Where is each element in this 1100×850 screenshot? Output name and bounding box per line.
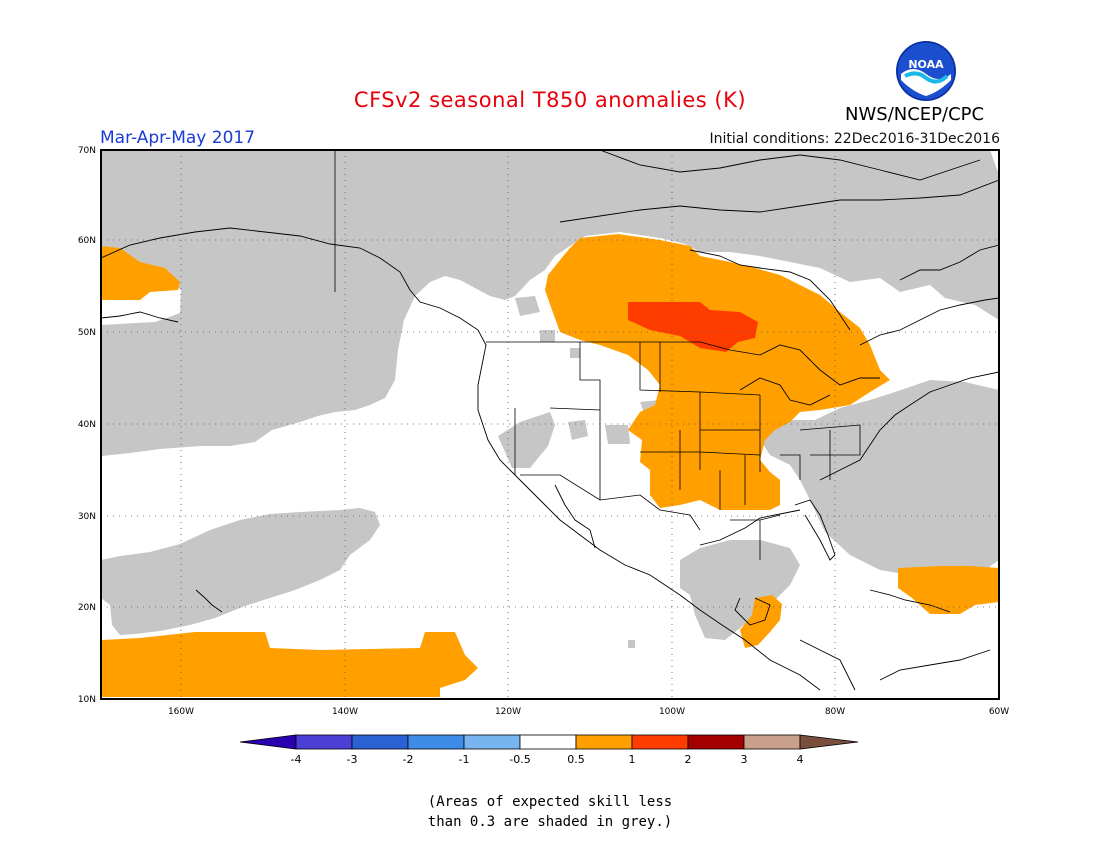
map-area bbox=[101, 150, 999, 699]
lon-label-140w: 140W bbox=[332, 707, 358, 717]
colorbar-label-neg4: -4 bbox=[291, 753, 302, 766]
lon-label-80w: 80W bbox=[825, 707, 845, 717]
lon-label-160w: 160W bbox=[168, 707, 194, 717]
lat-label-20n: 20N bbox=[78, 603, 96, 613]
skill-note-line-2: than 0.3 are shaded in grey.) bbox=[427, 814, 673, 830]
lon-label-100w: 100W bbox=[659, 707, 685, 717]
colorbar-label-1: 1 bbox=[629, 753, 636, 766]
colorbar-swatch-4 bbox=[463, 734, 521, 750]
lat-label-50n: 50N bbox=[78, 328, 96, 338]
colorbar-swatch-7 bbox=[631, 734, 689, 750]
noaa-logo-text: NOAA bbox=[908, 58, 944, 71]
colorbar-swatch-1 bbox=[295, 734, 353, 750]
colorbar-swatch-3 bbox=[407, 734, 465, 750]
colorbar-swatch-2 bbox=[351, 734, 409, 750]
lon-labels: 160W 140W 120W 100W 80W 60W bbox=[168, 707, 1009, 717]
colorbar-arrow-right bbox=[799, 734, 859, 750]
colorbar-label-3: 3 bbox=[741, 753, 748, 766]
colorbar-label-neg2: -2 bbox=[403, 753, 414, 766]
lon-label-120w: 120W bbox=[495, 707, 521, 717]
coastlines bbox=[101, 150, 999, 691]
anomaly-1-to-2-regions bbox=[628, 302, 758, 352]
lat-label-30n: 30N bbox=[78, 512, 96, 522]
colorbar-swatch-8 bbox=[687, 734, 745, 750]
agency-label: NWS/NCEP/CPC bbox=[845, 104, 985, 125]
chart-title: CFSv2 seasonal T850 anomalies (K) bbox=[353, 88, 747, 112]
lat-label-40n: 40N bbox=[78, 420, 96, 430]
lon-label-60w: 60W bbox=[989, 707, 1009, 717]
season-label: Mar-Apr-May 2017 bbox=[100, 128, 256, 148]
colorbar-label-4: 4 bbox=[797, 753, 804, 766]
country-borders bbox=[334, 150, 861, 560]
lat-label-70n: 70N bbox=[78, 146, 96, 156]
colorbar-arrow-left bbox=[239, 734, 297, 750]
lat-labels: 10N 20N 30N 40N 50N 60N 70N bbox=[78, 146, 96, 705]
colorbar-label-0-5: 0.5 bbox=[567, 753, 585, 766]
lat-label-60n: 60N bbox=[78, 236, 96, 246]
colorbar-label-2: 2 bbox=[685, 753, 692, 766]
initial-conditions-label: Initial conditions: 22Dec2016-31Dec2016 bbox=[709, 131, 1001, 147]
skill-note: (Areas of expected skill less than 0.3 a… bbox=[0, 792, 1100, 832]
colorbar: -4 -3 -2 -1 -0.5 0.5 1 2 3 4 bbox=[239, 734, 859, 766]
noaa-logo-icon: NOAA bbox=[896, 41, 956, 101]
colorbar-swatch-9 bbox=[743, 734, 801, 750]
lat-label-10n: 10N bbox=[78, 695, 96, 705]
colorbar-label-neg1: -1 bbox=[459, 753, 470, 766]
colorbar-label-neg0-5: -0.5 bbox=[509, 753, 530, 766]
map-frame bbox=[100, 149, 1000, 700]
colorbar-label-neg3: -3 bbox=[347, 753, 358, 766]
colorbar-swatch-6 bbox=[575, 734, 633, 750]
colorbar-swatch-5 bbox=[519, 734, 577, 750]
skill-note-line-1: (Areas of expected skill less bbox=[427, 794, 673, 810]
